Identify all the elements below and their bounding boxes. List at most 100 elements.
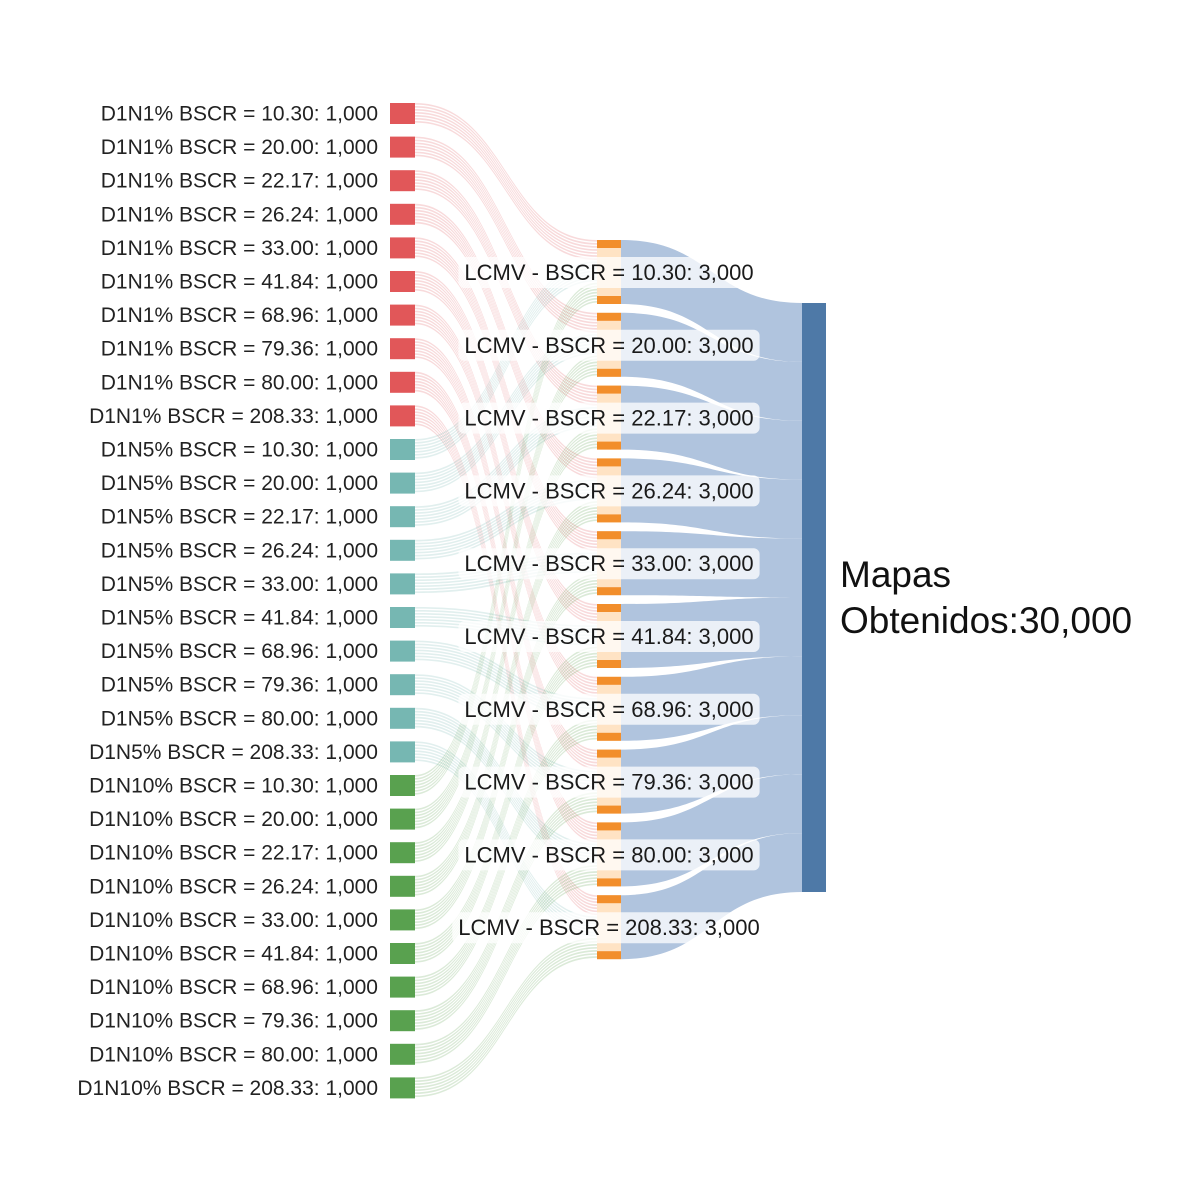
link-source-to-lcmv xyxy=(415,282,597,777)
source-label: D1N1% BSCR = 20.00: 1,000 xyxy=(101,136,378,159)
source-node xyxy=(390,103,415,124)
lcmv-node-cap-bottom xyxy=(597,514,621,523)
link-source-to-lcmv xyxy=(415,373,597,829)
link-source-to-lcmv xyxy=(415,479,597,542)
source-label: D1N10% BSCR = 80.00: 1,000 xyxy=(89,1043,378,1066)
link-source-to-lcmv xyxy=(415,482,597,545)
lcmv-node-cap-top xyxy=(597,458,621,467)
link-source-to-lcmv xyxy=(415,683,597,782)
link-source-to-lcmv xyxy=(415,154,597,333)
target-nodes xyxy=(802,303,826,892)
link-source-to-lcmv xyxy=(415,361,597,817)
lcmv-label-group: LCMV - BSCR = 26.24: 3,000 xyxy=(458,475,760,507)
source-label: D1N5% BSCR = 79.36: 1,000 xyxy=(101,674,378,697)
link-source-to-lcmv xyxy=(415,661,597,960)
lcmv-node-cap-top xyxy=(597,676,621,685)
source-node xyxy=(390,875,415,897)
lcmv-label-background xyxy=(458,475,760,507)
source-label: D1N10% BSCR = 41.84: 1,000 xyxy=(89,943,378,966)
link-source-to-lcmv xyxy=(415,573,597,912)
link-source-to-lcmv xyxy=(415,940,597,1083)
link-source-to-lcmv xyxy=(415,943,597,1086)
lcmv-label: LCMV - BSCR = 10.30: 3,000 xyxy=(464,260,753,285)
source-node xyxy=(390,1043,415,1065)
link-source-to-lcmv xyxy=(415,420,597,913)
lcmv-label: LCMV - BSCR = 68.96: 3,000 xyxy=(464,697,753,722)
source-label: D1N5% BSCR = 20.00: 1,000 xyxy=(101,472,378,495)
link-source-to-lcmv xyxy=(415,423,597,916)
link-source-to-lcmv xyxy=(415,607,597,628)
link-source-to-lcmv xyxy=(415,322,597,697)
link-source-to-lcmv xyxy=(415,406,597,508)
lcmv-node-cap-bottom xyxy=(597,587,621,596)
link-source-to-lcmv xyxy=(415,288,597,783)
lcmv-label-group: LCMV - BSCR = 80.00: 3,000 xyxy=(458,839,760,871)
source-label: D1N10% BSCR = 208.33: 1,000 xyxy=(77,1077,378,1100)
link-source-to-lcmv xyxy=(415,338,597,752)
link-source-to-lcmv xyxy=(415,370,597,826)
link-source-to-lcmv xyxy=(415,151,597,330)
lcmv-label: LCMV - BSCR = 22.17: 3,000 xyxy=(464,406,753,431)
link-source-to-lcmv xyxy=(415,185,597,403)
source-label: D1N1% BSCR = 79.36: 1,000 xyxy=(101,338,378,361)
source-node xyxy=(390,640,415,662)
target-label-line1: Mapas xyxy=(840,554,951,595)
link-source-to-lcmv xyxy=(415,182,597,400)
lcmv-node-cap-bottom xyxy=(597,878,621,887)
link-source-to-lcmv xyxy=(415,118,597,257)
source-label: D1N5% BSCR = 68.96: 1,000 xyxy=(101,640,378,663)
link-source-to-lcmv xyxy=(415,880,597,1061)
link-source-to-lcmv xyxy=(415,409,597,511)
source-node xyxy=(390,976,415,998)
source-node xyxy=(390,439,415,460)
source-node xyxy=(390,842,415,864)
link-source-to-lcmv xyxy=(415,121,597,260)
link-source-to-lcmv xyxy=(415,640,597,700)
source-node xyxy=(390,136,415,158)
link-source-to-lcmv xyxy=(415,364,597,820)
link-source-to-lcmv xyxy=(415,148,597,327)
lcmv-label-group: LCMV - BSCR = 68.96: 3,000 xyxy=(458,693,760,725)
source-node xyxy=(390,371,415,393)
source-label: D1N1% BSCR = 22.17: 1,000 xyxy=(101,170,378,193)
lcmv-label-group: LCMV - BSCR = 41.84: 3,000 xyxy=(458,621,760,652)
source-node xyxy=(390,1010,415,1032)
source-node xyxy=(390,506,415,528)
link-source-to-lcmv xyxy=(415,419,597,520)
target-labels: Mapas Obtenidos:30,000 xyxy=(840,554,1132,641)
lcmv-node-cap-top xyxy=(597,822,621,831)
lcmv-label-background xyxy=(458,693,760,725)
lcmv-label: LCMV - BSCR = 208.33: 3,000 xyxy=(458,915,759,940)
link-source-to-lcmv xyxy=(415,937,597,1080)
source-node xyxy=(390,539,415,561)
link-source-to-lcmv xyxy=(415,414,597,907)
link-source-to-lcmv xyxy=(415,383,597,837)
lcmv-node-cap-bottom xyxy=(597,805,621,814)
link-source-to-lcmv xyxy=(415,294,597,789)
link-source-to-lcmv xyxy=(415,277,597,612)
link-source-to-lcmv xyxy=(415,592,597,930)
source-node xyxy=(390,1077,415,1099)
source-nodes xyxy=(390,103,415,1099)
lcmv-label-background xyxy=(458,839,760,871)
link-source-to-lcmv xyxy=(415,956,597,1098)
link-source-to-lcmv xyxy=(415,252,597,549)
lcmv-label-background xyxy=(458,402,760,434)
link-source-to-lcmv xyxy=(415,652,597,712)
link-source-to-lcmv xyxy=(415,610,597,631)
link-source-to-lcmv xyxy=(415,883,597,1064)
link-source-to-lcmv xyxy=(415,285,597,780)
lcmv-label-background xyxy=(458,766,760,798)
link-source-to-lcmv xyxy=(415,795,597,1015)
link-source-to-lcmv xyxy=(415,579,597,918)
link-source-to-lcmv xyxy=(415,646,597,706)
source-label: D1N10% BSCR = 26.24: 1,000 xyxy=(89,875,378,898)
lcmv-node-cap-bottom xyxy=(597,441,621,450)
link-source-to-lcmv xyxy=(415,583,597,921)
source-node xyxy=(390,573,415,595)
link-source-to-lcmv xyxy=(415,798,597,1018)
link-source-to-lcmv xyxy=(415,744,597,922)
link-source-to-lcmv xyxy=(415,494,597,557)
link-source-to-lcmv xyxy=(415,498,597,560)
source-label: D1N5% BSCR = 208.33: 1,000 xyxy=(89,741,378,764)
